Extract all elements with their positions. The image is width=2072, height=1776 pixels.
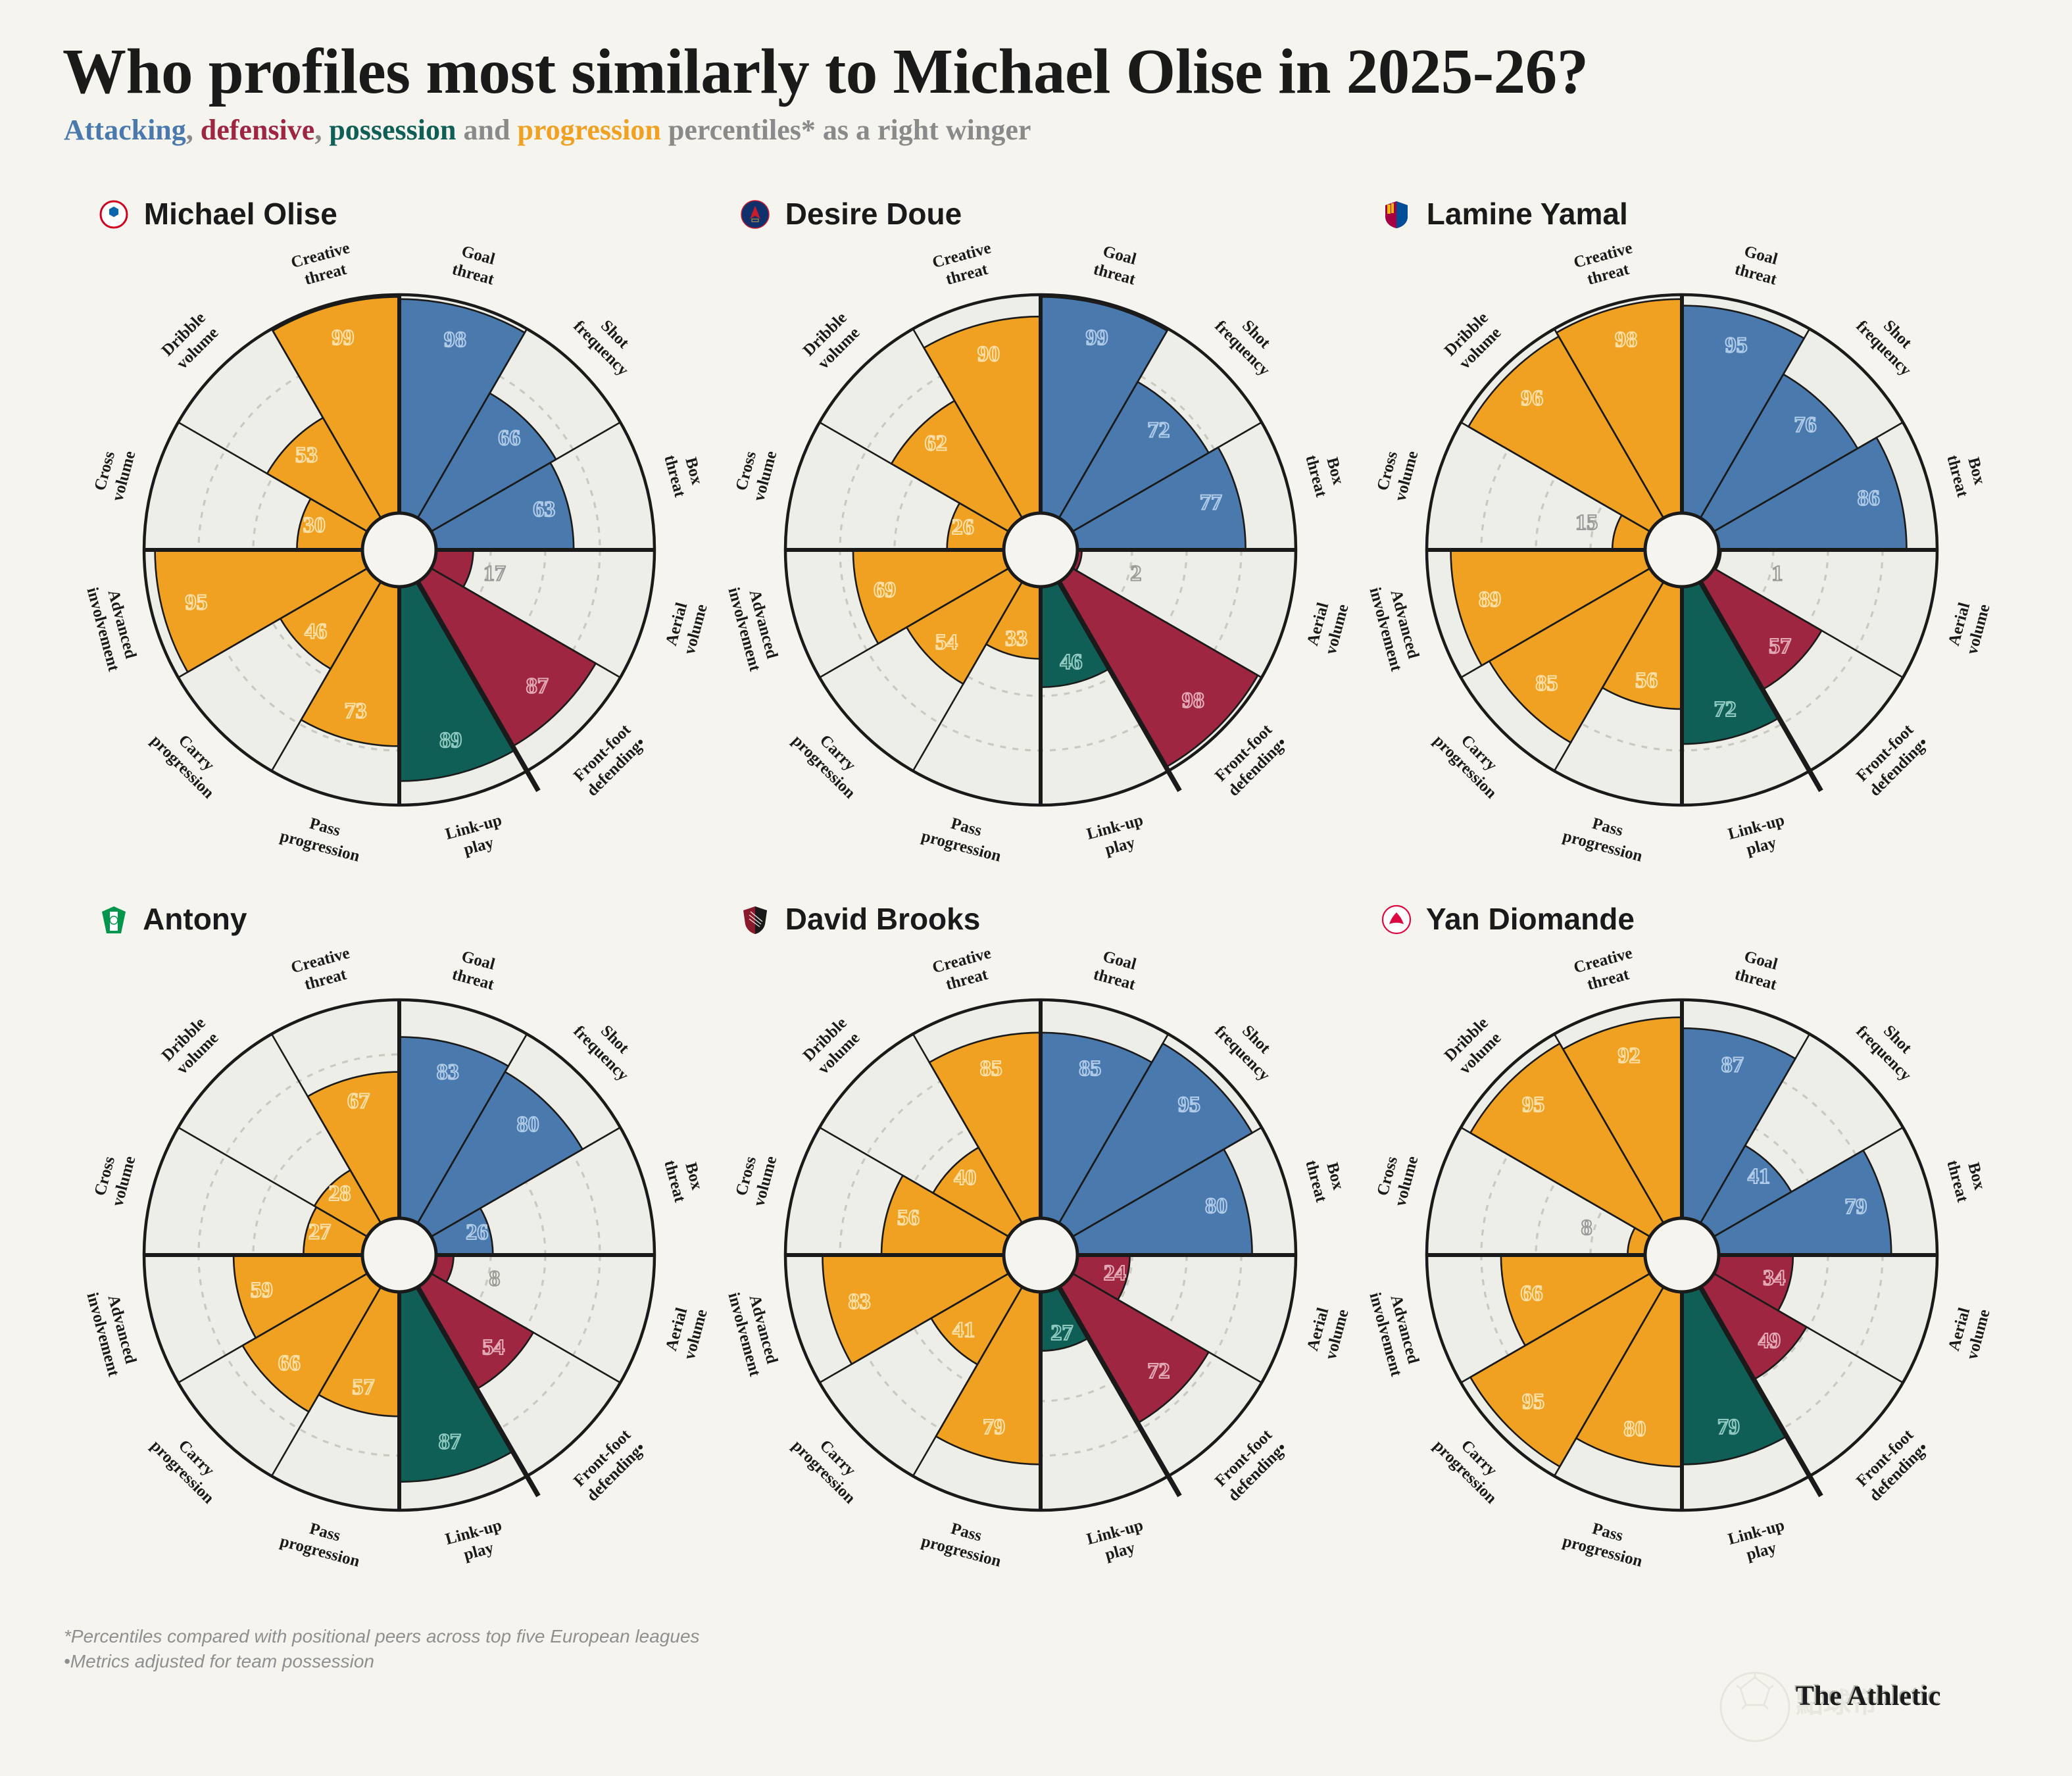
svg-text:80: 80 [1623, 1417, 1646, 1441]
svg-text:95: 95 [1522, 1390, 1544, 1414]
svg-text:72: 72 [1147, 1359, 1170, 1383]
svg-text:72: 72 [1714, 697, 1737, 722]
svg-text:85: 85 [980, 1056, 1002, 1081]
svg-text:46: 46 [305, 620, 327, 644]
svg-text:92: 92 [1618, 1044, 1640, 1068]
svg-text:57: 57 [352, 1375, 374, 1400]
svg-text:98: 98 [444, 328, 466, 352]
svg-text:33: 33 [1005, 626, 1027, 651]
svg-text:79: 79 [1844, 1195, 1867, 1219]
svg-text:27: 27 [1050, 1321, 1073, 1345]
svg-text:83: 83 [437, 1060, 459, 1084]
svg-text:72: 72 [1147, 418, 1170, 442]
svg-text:27: 27 [308, 1220, 331, 1244]
svg-text:28: 28 [328, 1181, 351, 1206]
svg-text:95: 95 [185, 590, 207, 614]
svg-text:8: 8 [1581, 1216, 1592, 1240]
svg-text:95: 95 [1725, 333, 1748, 357]
svg-text:95: 95 [1178, 1093, 1200, 1117]
svg-text:41: 41 [1748, 1164, 1770, 1189]
svg-text:90: 90 [977, 342, 1000, 366]
svg-text:56: 56 [1635, 668, 1658, 693]
svg-text:30: 30 [303, 513, 326, 537]
svg-text:59: 59 [251, 1278, 273, 1302]
svg-text:96: 96 [1521, 386, 1543, 410]
svg-text:66: 66 [278, 1351, 301, 1375]
svg-text:8: 8 [489, 1267, 500, 1291]
svg-text:56: 56 [897, 1206, 920, 1230]
svg-text:40: 40 [954, 1166, 976, 1190]
svg-text:89: 89 [439, 728, 462, 752]
svg-text:62: 62 [925, 432, 947, 456]
svg-text:57: 57 [1769, 634, 1791, 658]
svg-text:54: 54 [482, 1335, 505, 1360]
svg-text:99: 99 [1086, 326, 1108, 350]
svg-text:87: 87 [439, 1429, 461, 1454]
svg-text:26: 26 [952, 515, 974, 539]
svg-text:49: 49 [1758, 1329, 1781, 1353]
svg-text:54: 54 [935, 630, 958, 654]
svg-text:79: 79 [1717, 1415, 1740, 1439]
svg-text:17: 17 [483, 562, 506, 586]
svg-text:15: 15 [1575, 510, 1598, 535]
svg-text:66: 66 [1520, 1281, 1542, 1306]
svg-text:76: 76 [1794, 412, 1816, 437]
svg-text:77: 77 [1200, 490, 1222, 514]
svg-text:95: 95 [1522, 1093, 1544, 1117]
svg-text:85: 85 [1535, 671, 1558, 695]
svg-text:34: 34 [1763, 1266, 1785, 1290]
svg-text:73: 73 [345, 699, 367, 724]
svg-text:1: 1 [1771, 562, 1783, 586]
svg-text:63: 63 [533, 497, 555, 522]
svg-text:26: 26 [466, 1220, 488, 1245]
svg-text:24: 24 [1104, 1261, 1126, 1285]
svg-text:2: 2 [1130, 562, 1141, 586]
svg-text:99: 99 [332, 326, 354, 350]
svg-text:41: 41 [952, 1318, 975, 1343]
svg-text:89: 89 [1479, 587, 1501, 612]
svg-text:85: 85 [1079, 1056, 1101, 1081]
svg-text:80: 80 [517, 1112, 539, 1137]
svg-text:66: 66 [498, 426, 520, 450]
svg-text:79: 79 [983, 1415, 1005, 1439]
svg-text:69: 69 [874, 578, 896, 602]
svg-text:87: 87 [526, 674, 549, 698]
svg-text:80: 80 [1205, 1194, 1227, 1218]
svg-text:87: 87 [1721, 1052, 1744, 1077]
svg-text:53: 53 [295, 443, 318, 468]
svg-text:46: 46 [1060, 650, 1082, 674]
svg-text:98: 98 [1615, 328, 1637, 352]
svg-text:83: 83 [849, 1290, 871, 1314]
svg-text:67: 67 [347, 1089, 370, 1113]
svg-text:98: 98 [1182, 689, 1204, 713]
svg-text:86: 86 [1858, 486, 1880, 510]
